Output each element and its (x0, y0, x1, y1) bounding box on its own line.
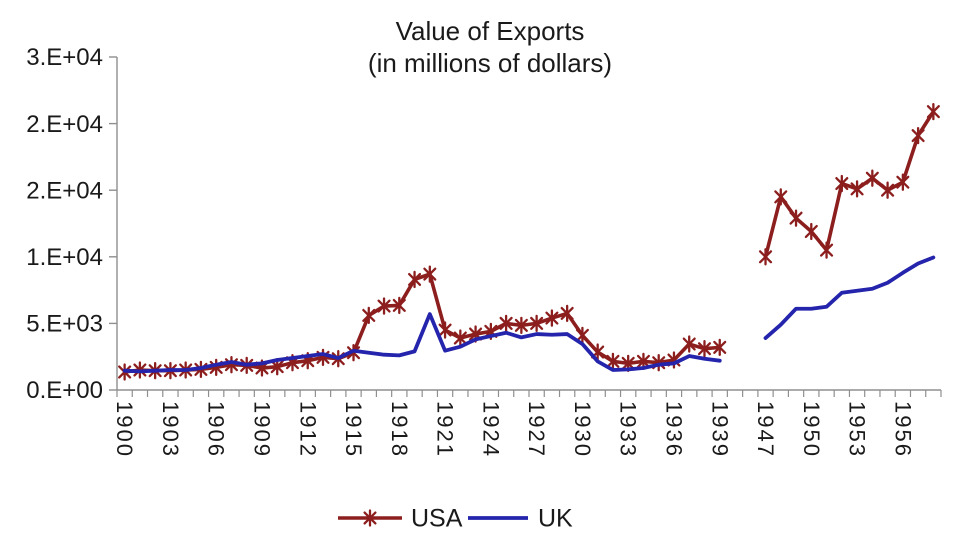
x-tick-label-1939: 1939 (707, 401, 732, 458)
usa-marker-1954 (865, 169, 879, 187)
usa-marker-1921 (438, 321, 452, 339)
x-tick-label-1924: 1924 (478, 401, 503, 458)
x-tick-label-1956: 1956 (890, 401, 915, 458)
legend: USA UK (338, 505, 573, 533)
x-tick-label-1912: 1912 (295, 401, 320, 458)
usa-marker-1949 (789, 209, 803, 227)
y-axis: 0.E+00 5.E+03 1.E+04 2.E+04 2.E+04 3.E+04 (26, 44, 118, 404)
usa-marker-1958 (926, 102, 940, 121)
x-tick-label-1909: 1909 (249, 401, 274, 458)
x-tick-label-1930: 1930 (570, 401, 595, 458)
y-tick-label-5: 3.E+04 (26, 44, 103, 71)
usa-marker-1932 (606, 352, 620, 371)
usa-marker-1922 (453, 329, 467, 347)
usa-marker-1955 (881, 181, 895, 199)
usa-marker-1918 (392, 296, 406, 315)
legend-item-usa: USA (338, 505, 463, 533)
x-tick-label-1903: 1903 (158, 401, 183, 458)
usa-marker-1953 (850, 180, 864, 198)
uk-line (122, 312, 722, 374)
x-tick-label-1927: 1927 (524, 401, 549, 458)
x-tick-label-1936: 1936 (661, 401, 686, 458)
series-layer (118, 102, 940, 381)
y-tick-label-4: 2.E+04 (26, 111, 103, 138)
usa-marker-1930 (575, 326, 589, 345)
usa-marker-1920 (423, 265, 437, 283)
usa-marker-1948 (774, 188, 788, 206)
uk-line (763, 255, 936, 340)
y-tick-label-1: 5.E+03 (26, 311, 103, 338)
usa-marker-1928 (545, 309, 559, 327)
x-tick-label-1915: 1915 (341, 401, 366, 458)
x-tick-label-1900: 1900 (112, 401, 137, 458)
usa-line (122, 272, 722, 374)
usa-marker-1937 (682, 335, 696, 353)
legend-label-uk: UK (538, 505, 573, 533)
usa-marker-1925 (499, 314, 513, 333)
chart-title-line2: (in millions of dollars) (368, 48, 612, 78)
series-usa (118, 102, 940, 381)
x-tick-label-1921: 1921 (433, 401, 458, 458)
usa-marker-1939 (713, 338, 727, 357)
chart-title-line1: Value of Exports (396, 16, 585, 46)
usa-marker-1919 (408, 270, 422, 289)
y-tick-label-3: 2.E+04 (26, 177, 103, 204)
usa-marker-1952 (835, 174, 849, 193)
x-tick-label-1947: 1947 (753, 401, 778, 458)
usa-marker-1956 (896, 173, 910, 191)
x-tick-label-1918: 1918 (387, 401, 412, 458)
usa-marker-1947 (758, 248, 773, 266)
usa-marker-1917 (377, 297, 391, 315)
y-tick-label-0: 0.E+00 (26, 377, 103, 404)
series-uk (122, 255, 936, 374)
usa-marker-1957 (911, 126, 925, 145)
usa-marker-1927 (530, 314, 544, 333)
x-tick-label-1933: 1933 (616, 401, 641, 458)
usa-marker-1929 (560, 304, 574, 323)
legend-item-uk: UK (468, 505, 573, 533)
x-tick-label-1950: 1950 (799, 401, 824, 458)
usa-marker-1950 (804, 222, 818, 241)
y-tick-label-2: 1.E+04 (26, 244, 103, 271)
usa-marker-1951 (820, 241, 834, 259)
usa-marker-1916 (362, 306, 376, 325)
usa-star6-icon (363, 509, 377, 527)
x-axis: 1900 1903 1906 1909 1912 1915 1918 1921 1924 1927… (112, 389, 942, 458)
usa-star6-glyph (363, 509, 377, 527)
usa-marker-1938 (697, 340, 712, 358)
x-tick-label-1953: 1953 (845, 401, 870, 458)
usa-marker-1926 (514, 316, 528, 335)
usa-line (763, 109, 936, 259)
legend-label-usa: USA (411, 505, 463, 533)
x-tick-label-1906: 1906 (204, 401, 229, 458)
